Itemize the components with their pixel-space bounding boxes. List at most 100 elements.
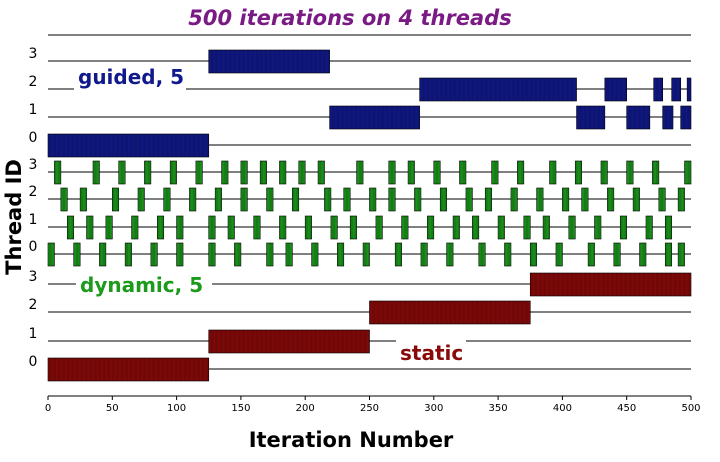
chunk-bar (177, 243, 183, 266)
chunk-bar (67, 216, 73, 239)
chunk-bar (48, 358, 209, 381)
chunk-bar (267, 243, 273, 266)
chunk-bar (543, 216, 549, 239)
chunk-bar (330, 106, 420, 129)
chunk-bar (87, 216, 93, 239)
chunk-bar (331, 216, 337, 239)
chunk-bar (324, 188, 330, 211)
chunk-bar (234, 243, 240, 266)
chunk-bar (620, 216, 626, 239)
chunk-bar (170, 161, 176, 184)
thread-id-label: 1 (29, 102, 38, 118)
chunk-bar (350, 216, 356, 239)
chunk-bar (106, 216, 112, 239)
thread-id-label: 3 (29, 46, 38, 62)
chunk-bar (215, 188, 221, 211)
chunk-bar (577, 106, 605, 129)
thread-id-label: 3 (29, 157, 38, 173)
chunk-bar (524, 216, 530, 239)
thread-id-label: 3 (29, 269, 38, 285)
x-tick-label: 100 (167, 403, 186, 414)
chunk-bar (627, 106, 650, 129)
chunk-bar (505, 243, 511, 266)
thread-id-label: 1 (29, 326, 38, 342)
chunk-bar (305, 216, 311, 239)
chunk-bar (48, 243, 54, 266)
chunk-bar (569, 216, 575, 239)
y-axis-title: Thread ID (2, 159, 26, 275)
chunk-bar (389, 188, 395, 211)
chunk-bar (530, 243, 536, 266)
chunk-bar (370, 188, 376, 211)
schedule-label-guided: guided, 5 (78, 65, 184, 89)
chunk-bar (685, 161, 691, 184)
chunk-bar (492, 161, 498, 184)
chunk-bar (627, 161, 633, 184)
chunk-bar (678, 188, 684, 211)
chunk-bar (196, 161, 202, 184)
x-tick-label: 500 (681, 403, 700, 414)
chunk-bar (530, 273, 691, 296)
x-tick-label: 250 (360, 403, 379, 414)
chunk-bar (164, 188, 170, 211)
chunk-bar (299, 161, 305, 184)
chunk-bar (402, 216, 408, 239)
chunk-bar (517, 161, 523, 184)
chunk-bar (511, 188, 517, 211)
thread-id-label: 0 (29, 354, 38, 370)
x-tick-label: 450 (617, 403, 636, 414)
chunk-bar (112, 188, 118, 211)
chunk-bar (595, 216, 601, 239)
chunk-bar (498, 216, 504, 239)
thread-id-label: 2 (29, 184, 38, 200)
x-axis-title: Iteration Number (249, 428, 454, 452)
thread-id-label: 1 (29, 212, 38, 228)
chunk-bar (415, 188, 421, 211)
chunk-bar (663, 106, 673, 129)
chunk-bar (376, 216, 382, 239)
chunk-bar (254, 216, 260, 239)
chunk-bar (241, 188, 247, 211)
chunk-bar (678, 243, 684, 266)
x-tick-label: 350 (489, 403, 508, 414)
chunk-bar (633, 188, 639, 211)
x-tick-label: 300 (424, 403, 443, 414)
chunk-bar (144, 161, 150, 184)
chunk-bar (363, 243, 369, 266)
chunk-bar (440, 188, 446, 211)
chunk-bar (119, 161, 125, 184)
chunk-bar (344, 188, 350, 211)
chunk-bar (209, 330, 370, 353)
chunk-bar (125, 243, 131, 266)
chunk-bar (74, 243, 80, 266)
chunk-bar (209, 50, 330, 73)
chunk-bar (157, 216, 163, 239)
chunk-bar (681, 106, 691, 129)
chunk-bar (209, 243, 215, 266)
chunk-bar (209, 216, 215, 239)
chunk-bar (241, 161, 247, 184)
chunk-bar (132, 216, 138, 239)
x-axis: 0 50 100 150 200 250 300 350 400 450 500 (45, 396, 701, 414)
chunk-bar (652, 161, 658, 184)
chunk-bar (151, 243, 157, 266)
x-tick-label: 400 (553, 403, 572, 414)
x-tick-label: 0 (45, 403, 51, 414)
chunk-bar (472, 216, 478, 239)
chunk-bar (292, 188, 298, 211)
schedule-label-dynamic: dynamic, 5 (80, 273, 203, 297)
chunk-bar (654, 78, 663, 101)
chunk-bar (427, 216, 433, 239)
chunk-bar (466, 188, 472, 211)
thread-id-label: 0 (29, 130, 38, 146)
chunk-bar (640, 243, 646, 266)
chunk-bar (434, 161, 440, 184)
chunk-bar (537, 188, 543, 211)
thread-id-label: 0 (29, 239, 38, 255)
chunk-bar (80, 188, 86, 211)
chunk-bar (279, 161, 285, 184)
chunk-bar (318, 161, 324, 184)
chunk-bar (646, 216, 652, 239)
